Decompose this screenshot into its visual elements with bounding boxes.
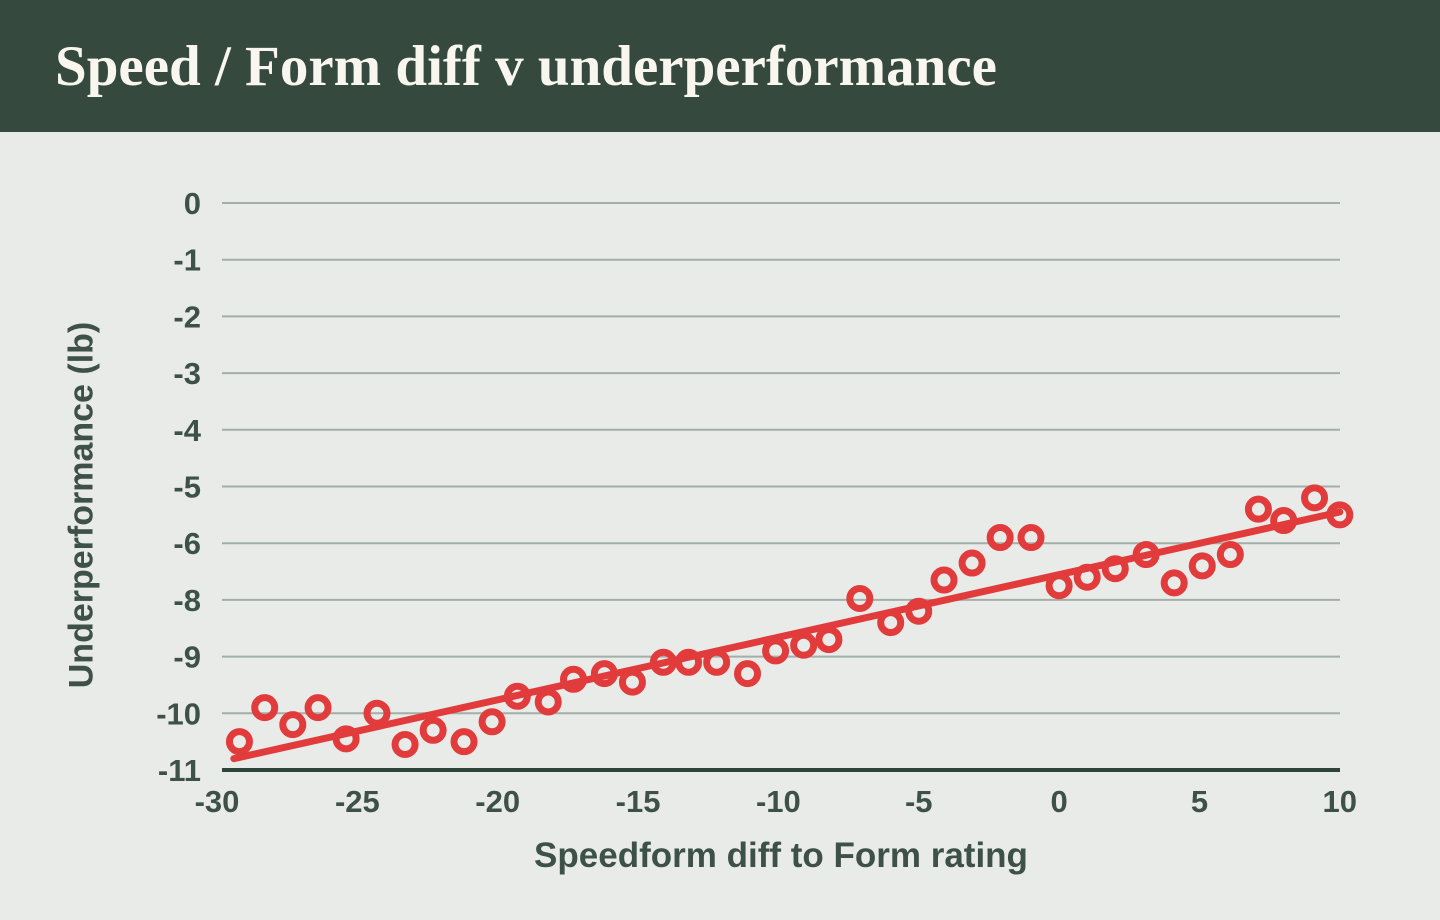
data-point [419,716,447,744]
data-point [958,549,986,577]
x-tick-label: -15 [616,784,661,819]
y-tick-label: -6 [173,526,201,561]
data-point [251,694,279,722]
data-point [391,730,419,758]
x-tick-label: -10 [756,784,801,819]
data-point [877,609,905,637]
y-axis-title: Underperformance (lb) [62,321,101,689]
y-tick-label: -2 [173,299,201,334]
data-point [1270,507,1298,535]
data-point [618,668,646,696]
data-point [986,524,1014,552]
x-tick-label: -25 [335,784,380,819]
data-point [1160,569,1188,597]
data-point [1073,563,1101,591]
y-tick-label: -11 [158,753,201,788]
y-tick-label: -9 [173,640,201,675]
data-point [534,688,562,716]
data-point [450,728,478,756]
x-tick-label: -5 [905,784,933,819]
data-point [815,626,843,654]
data-point [332,725,360,753]
x-axis-title: Speedform diff to Form rating [534,836,1028,875]
data-point [930,566,958,594]
x-tick-label: 0 [1050,784,1067,819]
data-point [846,584,874,612]
data-point [279,711,307,739]
y-tick-label: -1 [173,243,201,278]
data-point [1326,501,1354,529]
data-point [905,597,933,625]
y-tick-label: -4 [173,413,201,448]
data-point [1017,524,1045,552]
y-tick-label: -10 [156,696,201,731]
data-point [363,699,391,727]
data-point [762,637,790,665]
chart-title: Speed / Form diff v underperformance [55,34,997,98]
y-tick-label: -8 [173,583,201,618]
x-tick-label: 5 [1191,784,1208,819]
data-point [1244,495,1272,523]
data-point [503,682,531,710]
data-point [1101,555,1129,583]
data-point [1216,541,1244,569]
data-point [649,648,677,676]
data-point [703,648,731,676]
y-tick-label: -5 [173,470,201,505]
y-tick-label: 0 [184,186,201,221]
data-point [1045,572,1073,600]
data-point [1188,552,1216,580]
data-point [590,660,618,688]
chart-header: Speed / Form diff v underperformance [0,0,1440,132]
data-point [559,665,587,693]
x-tick-label: 10 [1323,784,1357,819]
data-point [675,648,703,676]
data-point [225,728,253,756]
x-tick-label: -30 [195,784,240,819]
data-point [790,631,818,659]
trend-line [230,508,1344,763]
data-point [1132,541,1160,569]
y-tick-label: -3 [173,356,201,391]
data-point [1301,484,1329,512]
x-tick-label: -20 [475,784,520,819]
data-point [734,660,762,688]
data-point [478,708,506,736]
data-point [304,694,332,722]
